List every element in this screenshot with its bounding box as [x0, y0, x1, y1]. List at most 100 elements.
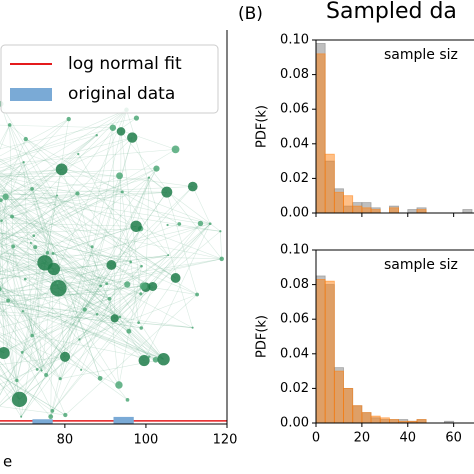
edge [0, 314, 115, 319]
edge [20, 264, 112, 417]
edge [0, 361, 18, 381]
edge [11, 216, 142, 267]
edge [0, 242, 58, 284]
title: Sampled da [326, 0, 457, 24]
edge [11, 216, 48, 254]
edge [96, 285, 144, 315]
annotation: sample siz [384, 47, 458, 63]
edge [0, 191, 123, 248]
edge [0, 232, 101, 287]
edge [57, 193, 78, 196]
edge [0, 178, 144, 287]
edge [220, 231, 223, 259]
edge [0, 356, 66, 365]
y-tick-label: 0.00 [280, 206, 309, 221]
edge [168, 223, 201, 256]
edge [77, 193, 101, 287]
node [127, 132, 138, 143]
edge [0, 223, 211, 296]
edge [23, 162, 33, 336]
edge [0, 296, 164, 360]
edge [0, 183, 101, 287]
edge [0, 168, 157, 256]
edge [0, 262, 66, 416]
edge [0, 336, 38, 370]
edge [59, 228, 141, 379]
node [139, 282, 148, 290]
node [30, 186, 34, 191]
edge [0, 250, 141, 295]
edge [23, 161, 101, 287]
edge [0, 318, 18, 381]
edge [0, 197, 13, 217]
edge [0, 254, 169, 378]
edge [119, 175, 139, 323]
edge [112, 127, 116, 319]
edge [0, 193, 78, 244]
edge [0, 158, 176, 279]
bar [333, 191, 344, 214]
x-tick-label: 0 [312, 431, 320, 446]
bar [343, 195, 354, 214]
node [11, 244, 16, 249]
edge [148, 177, 221, 232]
node [133, 115, 140, 121]
edge [0, 262, 46, 272]
edge [0, 169, 62, 220]
node [51, 251, 55, 255]
edge [0, 253, 54, 316]
edge [19, 231, 221, 400]
node [45, 251, 50, 255]
node [109, 124, 117, 131]
y-tick-label: 0.04 [280, 346, 309, 361]
node [124, 281, 131, 288]
edge [31, 188, 101, 379]
edge [11, 193, 78, 217]
edge [0, 161, 24, 169]
edge [53, 223, 180, 270]
edge [0, 336, 23, 353]
bar [324, 153, 335, 214]
edge [0, 302, 22, 417]
node [106, 260, 117, 270]
node [161, 186, 173, 198]
edge [0, 228, 48, 254]
edge [0, 335, 33, 396]
node [0, 219, 3, 223]
edge [61, 169, 193, 187]
edge [0, 175, 211, 225]
edge [0, 117, 137, 212]
edge [0, 374, 66, 416]
edge [31, 177, 150, 336]
node [208, 222, 212, 226]
edge [9, 124, 18, 381]
node [140, 264, 143, 268]
node [177, 222, 182, 226]
node [10, 214, 14, 219]
edge [0, 237, 31, 244]
edge [1, 220, 4, 353]
edge [0, 103, 80, 340]
edge [59, 223, 211, 379]
edge [0, 137, 133, 198]
node [40, 369, 43, 372]
node [105, 282, 109, 286]
edge [0, 314, 98, 353]
node [11, 391, 28, 408]
edge [11, 216, 107, 284]
edge [0, 257, 142, 329]
y-tick-label: 0.08 [280, 277, 309, 292]
node [170, 273, 181, 283]
edge [45, 168, 157, 376]
edge [0, 210, 198, 295]
node [125, 397, 130, 402]
edge [20, 339, 80, 417]
node [118, 315, 122, 319]
edge [192, 186, 211, 224]
y-tick-label: 0.06 [280, 312, 309, 327]
edge [0, 232, 164, 360]
edge [5, 196, 164, 360]
node [58, 377, 62, 381]
bar [416, 209, 427, 214]
legend-label: original data [68, 84, 175, 104]
